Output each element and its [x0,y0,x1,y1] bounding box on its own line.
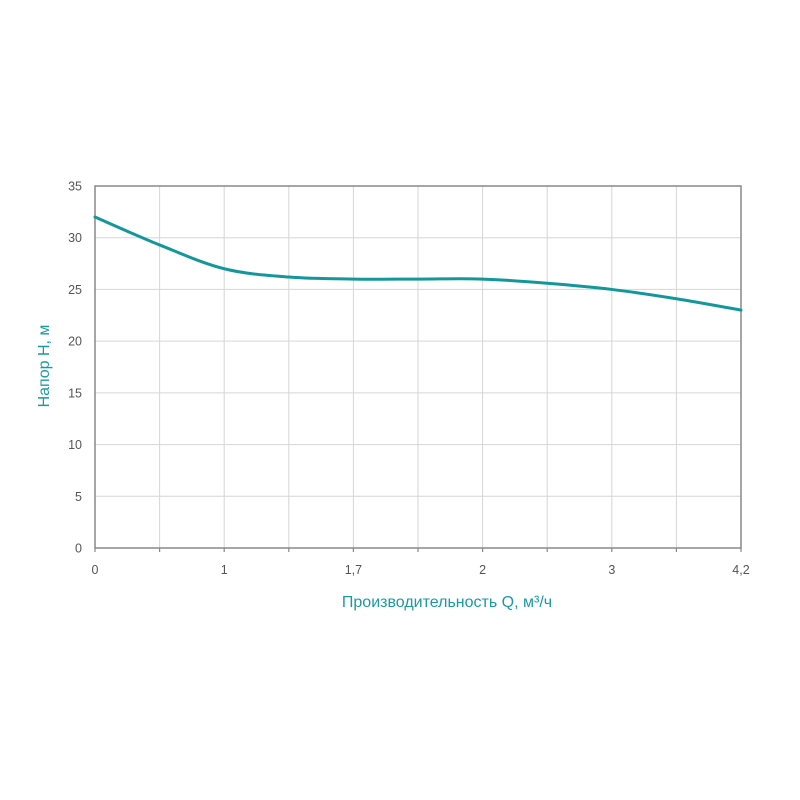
y-tick-label: 0 [75,542,82,556]
x-tick-label: 1 [221,563,228,577]
grid [94,185,742,552]
plot-frame [94,185,742,549]
y-tick-label: 15 [68,386,82,400]
x-tick-label: 3 [608,563,615,577]
axis-ticks: 0 5 10 15 20 25 30 35 0 1 1,7 2 3 4,2 [68,180,750,578]
y-tick-label: 20 [68,335,82,349]
x-tick-label: 0 [92,563,99,577]
y-tick-label: 5 [75,490,82,504]
series-layer [93,215,743,312]
y-tick-label: 35 [68,180,82,194]
x-tick-label: 1,7 [345,563,362,577]
x-tick-label: 2 [479,563,486,577]
y-axis-title: Напор H, м [36,325,53,408]
x-tick-label: 4,2 [732,563,749,577]
y-tick-label: 10 [68,438,82,452]
x-axis-title: Производительность Q, м³/ч [342,594,552,611]
y-tick-label: 25 [68,283,82,297]
y-tick-label: 30 [68,231,82,245]
series-line [93,215,743,312]
